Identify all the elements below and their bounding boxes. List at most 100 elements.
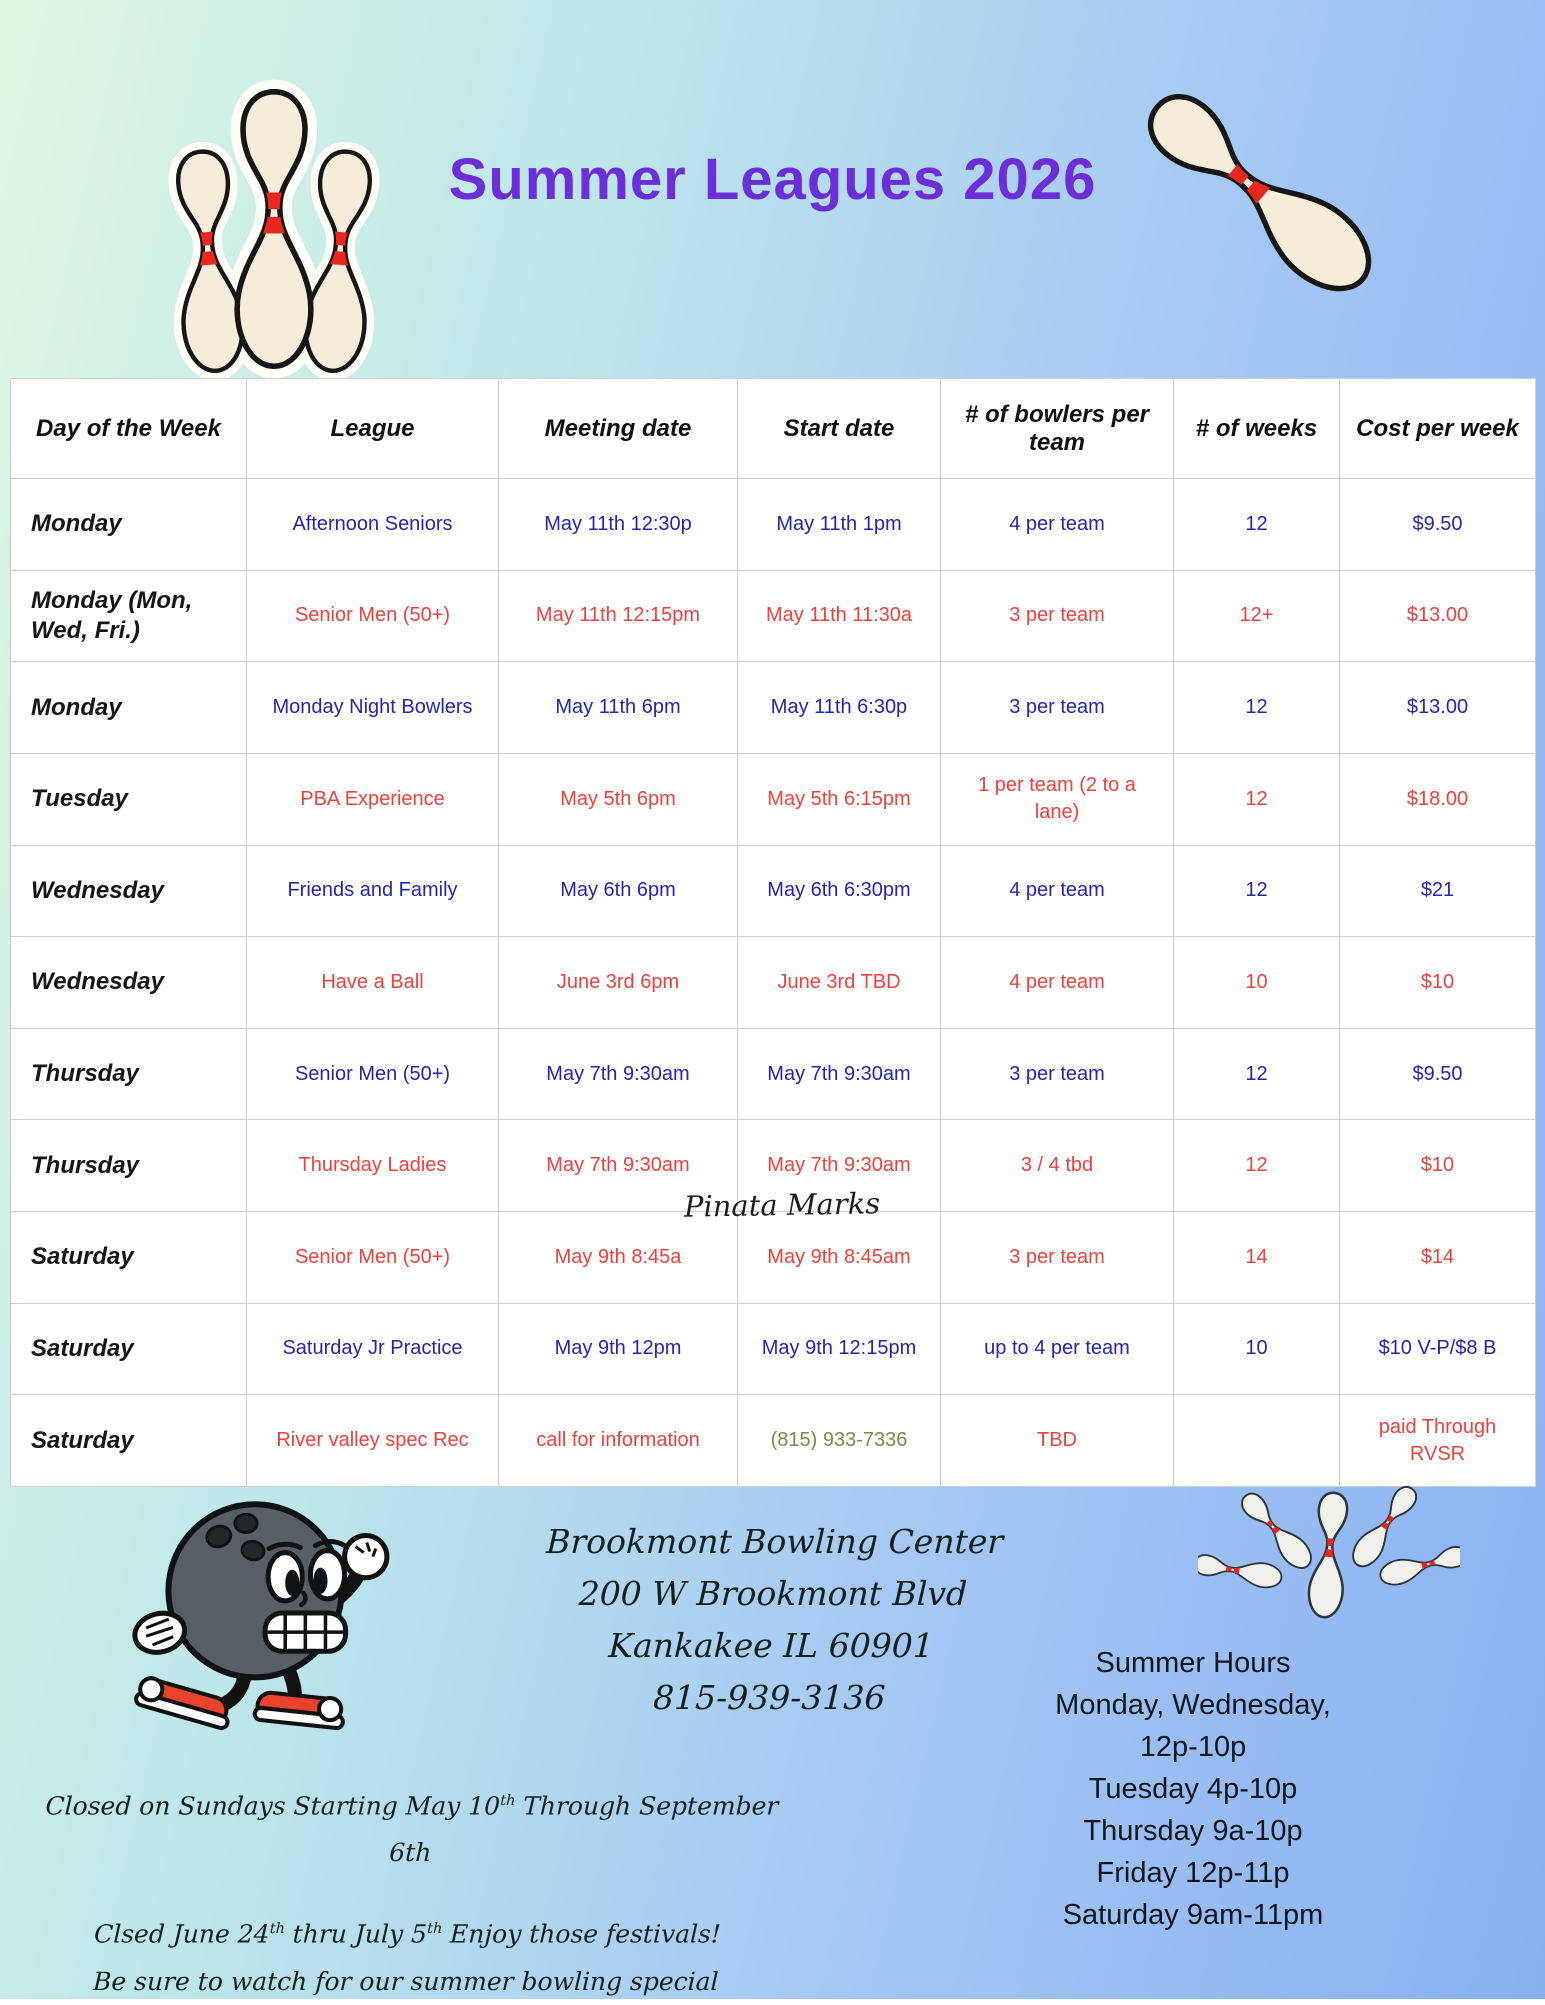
weeks-cell: 12: [1173, 752, 1340, 846]
table-header-row: Day of the Week League Meeting date Start d…: [10, 378, 1536, 479]
league-schedule: Day of the Week League Meeting date Start d…: [10, 378, 1536, 1487]
start-cell: May 11th 1pm: [737, 478, 941, 571]
weeks-cell: 12: [1173, 844, 1340, 938]
league-cell: Senior Men (50+): [246, 569, 499, 663]
table-row: Monday Afternoon Seniors May 11th 12:30p Ma…: [10, 478, 1536, 571]
league-cell: Thursday Ladies: [246, 1119, 499, 1212]
cost-cell: paid Through RVSR: [1339, 1394, 1536, 1487]
meeting-cell: June 3rd 6pm: [498, 936, 738, 1029]
start-cell: May 7th 9:30am: [737, 1027, 941, 1121]
weeks-cell: 14: [1173, 1211, 1340, 1304]
hours-line: 12p-10p: [1139, 1731, 1247, 1763]
day-cell: Monday: [10, 478, 247, 571]
table-row: Monday Monday Night Bowlers May 11th 6pm Ma…: [10, 661, 1536, 754]
cost-cell: $21: [1339, 844, 1536, 938]
day-cell: Saturday: [10, 1394, 247, 1487]
address-line: Brookmont Bowling Center: [545, 1522, 1004, 1561]
table-row: Saturday River valley spec Rec call for in…: [10, 1394, 1536, 1487]
table-row: Thursday Senior Men (50+) May 7th 9:30am Ma…: [10, 1027, 1536, 1121]
bowlers-cell: 3 per team: [940, 661, 1174, 754]
header-cell: Cost per week: [1339, 378, 1536, 479]
league-cell: Afternoon Seniors: [246, 478, 499, 571]
start-cell: May 6th 6:30pm: [737, 844, 941, 938]
day-cell: Thursday: [10, 1119, 247, 1212]
meeting-cell: May 11th 12:15pm: [498, 569, 738, 663]
day-cell: Wednesday: [10, 844, 247, 938]
leagues-table: Day of the Week League Meeting date Start d…: [10, 378, 1536, 1487]
start-cell: May 5th 6:15pm: [737, 752, 941, 846]
bowlers-cell: 4 per team: [940, 478, 1174, 571]
table-row: Thursday Thursday Ladies May 7th 9:30am May…: [10, 1119, 1536, 1212]
meeting-cell: May 11th 12:30p: [498, 478, 738, 571]
scattered-bowling-pins-icon: [1198, 1464, 1460, 1646]
start-cell: May 11th 11:30a: [737, 569, 941, 663]
table-row: Monday (Mon, Wed, Fri.) Senior Men (50+) M…: [10, 569, 1536, 663]
weeks-cell: 12: [1173, 478, 1340, 571]
meeting-cell: May 7th 9:30am: [498, 1027, 738, 1121]
address-line: 200 W Brookmont Blvd: [578, 1574, 968, 1613]
header-cell: # of bowlers per team: [940, 378, 1174, 479]
meeting-cell: May 9th 8:45a: [498, 1211, 738, 1304]
meeting-cell: May 5th 6pm: [498, 752, 738, 846]
weeks-cell: [1173, 1394, 1340, 1487]
cost-cell: $10: [1339, 1119, 1536, 1212]
table-row: Wednesday Have a Ball June 3rd 6pm June 3rd…: [10, 936, 1536, 1029]
weeks-cell: 10: [1173, 1302, 1340, 1396]
league-cell: Senior Men (50+): [246, 1027, 499, 1121]
header-cell: # of weeks: [1173, 378, 1340, 479]
day-cell: Saturday: [10, 1302, 247, 1396]
league-cell: Have a Ball: [246, 936, 499, 1029]
league-cell: Senior Men (50+): [246, 1211, 499, 1304]
start-cell: May 9th 12:15pm: [737, 1302, 941, 1396]
closed-note: Clsed June 24th thru July 5th Enjoy thos…: [93, 1919, 722, 1949]
closed-notices: Closed on Sundays Starting May 10th Thro…: [34, 1778, 784, 2005]
header-cell: Day of the Week: [10, 378, 247, 479]
weeks-cell: 10: [1173, 936, 1340, 1029]
meeting-cell: May 11th 6pm: [498, 661, 738, 754]
bowling-ball-mascot-icon: [132, 1501, 390, 1731]
weeks-cell: 12: [1173, 661, 1340, 754]
day-cell: Saturday: [10, 1211, 247, 1304]
bowlers-cell: 4 per team: [940, 844, 1174, 938]
cost-cell: $9.50: [1339, 1027, 1536, 1121]
league-cell: Friends and Family: [246, 844, 499, 938]
table-row: Wednesday Friends and Family May 6th 6pm Ma…: [10, 844, 1536, 938]
day-cell: Thursday: [10, 1027, 247, 1121]
cost-cell: $9.50: [1339, 478, 1536, 571]
start-cell: June 3rd TBD: [737, 936, 941, 1029]
bowlers-cell: 3 per team: [940, 1211, 1174, 1304]
league-cell: Saturday Jr Practice: [246, 1302, 499, 1396]
header-cell: League: [246, 378, 499, 479]
header-cell: Start date: [737, 378, 941, 479]
table-row: Saturday Saturday Jr Practice May 9th 12pm…: [10, 1302, 1536, 1396]
day-cell: Monday (Mon, Wed, Fri.): [10, 569, 247, 663]
header-cell: Meeting date: [498, 378, 738, 479]
cost-cell: $14: [1339, 1211, 1536, 1304]
start-cell: May 11th 6:30p: [737, 661, 941, 754]
closed-note: Be sure to watch for our summer bowling …: [92, 1966, 720, 1996]
closed-note: Closed on Sundays Starting May 10th Thro…: [45, 1791, 779, 1868]
day-cell: Wednesday: [10, 936, 247, 1029]
watermark-text: Pinata Marks: [683, 1186, 881, 1224]
day-cell: Tuesday: [10, 752, 247, 846]
bowlers-cell: 4 per team: [940, 936, 1174, 1029]
cost-cell: $13.00: [1339, 661, 1536, 754]
table-row: Saturday Senior Men (50+) May 9th 8:45a May…: [10, 1211, 1536, 1304]
hours-line: Summer Hours: [1095, 1647, 1291, 1679]
page-title: Summer Leagues 2026: [448, 147, 1097, 212]
bowlers-cell: up to 4 per team: [940, 1302, 1174, 1396]
summer-hours-block: Summer Hours Monday, Wednesday, 12p-10p Tue…: [933, 1642, 1453, 1936]
bowlers-cell: 3 per team: [940, 1027, 1174, 1121]
bowlers-cell: 1 per team (2 to a lane): [940, 752, 1174, 846]
bowlers-cell: TBD: [940, 1394, 1174, 1487]
bowlers-cell: 3 / 4 tbd: [940, 1119, 1174, 1212]
weeks-cell: 12: [1173, 1119, 1340, 1212]
cost-cell: $10: [1339, 936, 1536, 1029]
meeting-cell: May 9th 12pm: [498, 1302, 738, 1396]
bowling-pins-trio-icon: [158, 60, 390, 380]
start-cell: May 9th 8:45am: [737, 1211, 941, 1304]
hours-line: Monday, Wednesday,: [1055, 1689, 1331, 1721]
league-cell: Monday Night Bowlers: [246, 661, 499, 754]
table-row: Tuesday PBA Experience May 5th 6pm May 5th …: [10, 752, 1536, 846]
